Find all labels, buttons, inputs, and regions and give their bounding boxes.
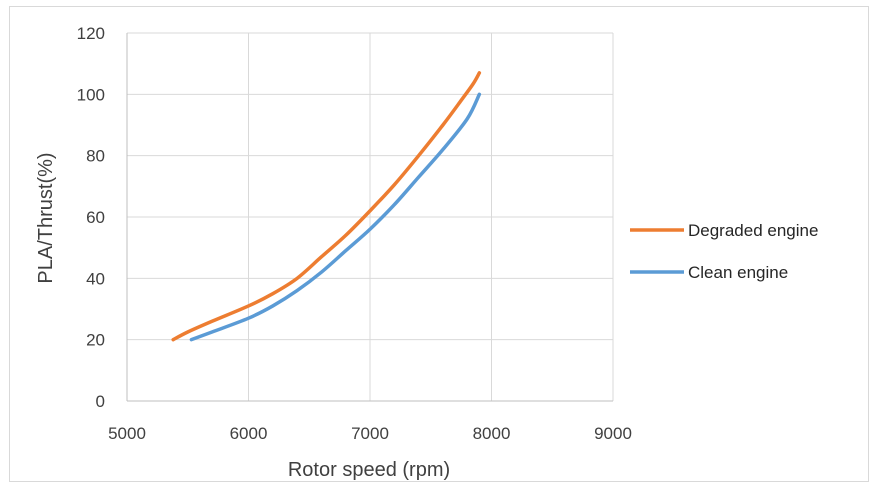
- legend: Degraded engine Clean engine: [630, 221, 818, 282]
- axes: [126, 33, 613, 402]
- legend-label-degraded-engine: Degraded engine: [688, 221, 818, 240]
- x-tick-label: 6000: [230, 424, 268, 443]
- y-tick-label: 40: [86, 269, 105, 288]
- y-tick-label: 60: [86, 208, 105, 227]
- x-tick-label: 9000: [594, 424, 632, 443]
- series-line-clean-engine: [189, 92, 482, 342]
- x-tick-label: 5000: [108, 424, 146, 443]
- x-tick-label: 8000: [473, 424, 511, 443]
- x-axis-title: Rotor speed (rpm): [288, 459, 450, 481]
- y-tick-labels: 0 20 40 60 80 100 120: [77, 24, 105, 411]
- chart-frame: [9, 6, 869, 482]
- y-tick-label: 80: [86, 147, 105, 166]
- series-line-degraded-engine: [171, 71, 482, 342]
- x-tick-label: 7000: [351, 424, 389, 443]
- x-tick-labels: 5000 6000 7000 8000 9000: [108, 424, 632, 443]
- y-tick-label: 120: [77, 24, 105, 43]
- y-tick-label: 0: [96, 392, 105, 411]
- y-tick-label: 20: [86, 331, 105, 350]
- series-lines: [171, 71, 482, 342]
- grid-lines: [127, 32, 614, 401]
- legend-label-clean-engine: Clean engine: [688, 263, 788, 282]
- y-tick-label: 100: [77, 85, 105, 104]
- y-axis-title: PLA/Thrust(%): [35, 152, 57, 283]
